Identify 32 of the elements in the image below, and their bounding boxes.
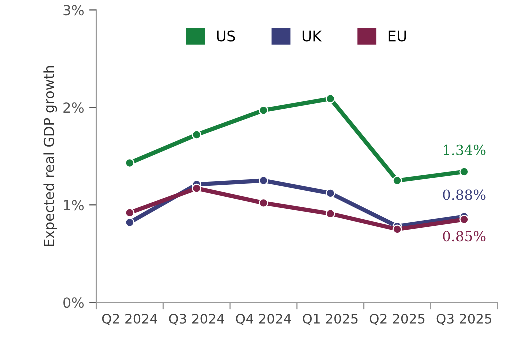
legend-label: UK [302,30,322,42]
point [460,215,470,224]
point [259,198,268,208]
point [326,188,336,198]
point [125,218,135,228]
point [192,184,202,194]
point [125,158,135,168]
x-tick-label: Q1 2025 [303,314,358,326]
data-label: 0.88% [443,190,486,200]
point [392,176,402,186]
y-tick-label: 0% [64,298,84,308]
point [460,167,470,177]
y-axis-title: Expected real GDP growth [44,66,58,246]
point [392,224,402,234]
x-tick-label: Q2 2025 [370,314,425,326]
point [192,130,202,140]
point [326,209,336,219]
x-tick-label: Q3 2025 [436,314,492,326]
legend-label: US [217,30,236,42]
legend-label: EU [388,30,406,42]
y-tick-label: 2% [64,102,84,114]
point [259,106,268,116]
x-tick-label: Q4 2024 [236,314,292,326]
point [259,176,268,186]
y-tick-label: 3% [64,5,84,16]
y-tick-label: 1% [64,200,84,211]
x-tick-label: Q2 2024 [102,314,158,326]
x-tick-label: Q3 2024 [169,314,224,326]
data-label: 0.85% [443,231,486,242]
data-label: 1.34% [444,144,486,156]
point [125,208,135,218]
point [326,94,336,104]
